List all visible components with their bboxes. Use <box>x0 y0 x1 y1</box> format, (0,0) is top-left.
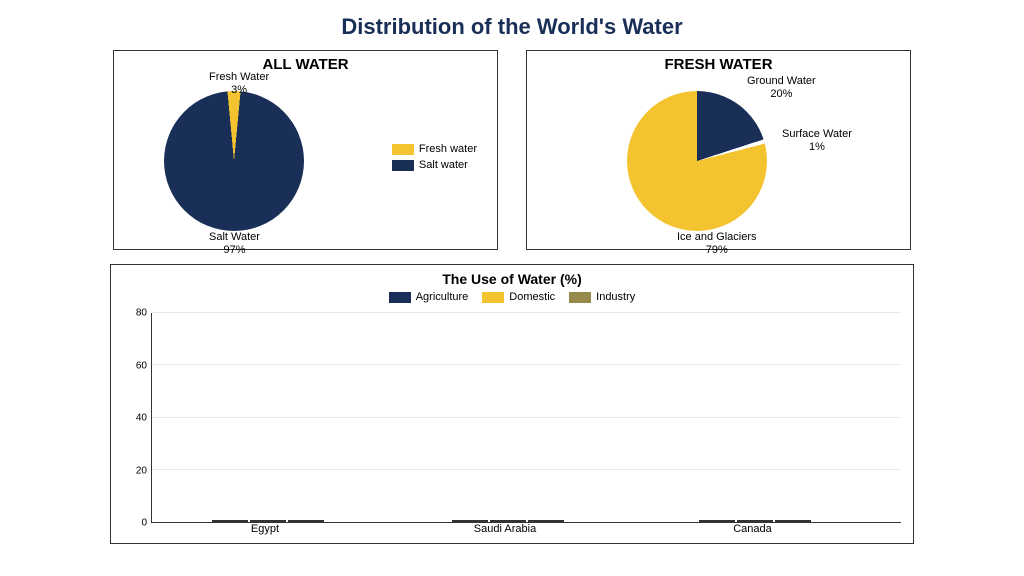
legend-item: Fresh water <box>392 143 477 155</box>
y-tick-label: 40 <box>136 413 147 424</box>
bar-chart-legend: Agriculture Domestic Industry <box>123 291 901 307</box>
all-water-legend: Fresh water Salt water <box>392 143 477 175</box>
bar <box>737 520 773 522</box>
swatch-icon <box>482 292 504 303</box>
legend-label: Salt water <box>419 159 468 171</box>
all-water-pie <box>164 91 304 231</box>
grid-line <box>152 364 901 365</box>
bar-chart-area: 020406080 <box>123 313 901 523</box>
fresh-water-chart: Ground Water20% Surface Water1% Ice and … <box>527 73 910 248</box>
bar <box>775 520 811 522</box>
swatch-icon <box>392 160 414 171</box>
panel-all-water: ALL WATER Fresh Water3% Salt Water97% Fr… <box>113 50 498 250</box>
legend-item: Salt water <box>392 159 477 171</box>
y-axis: 020406080 <box>123 313 151 523</box>
bar-plot <box>151 313 901 523</box>
swatch-icon <box>389 292 411 303</box>
bar <box>452 520 488 522</box>
x-axis-label: Saudi Arabia <box>474 523 536 535</box>
legend-label: Fresh water <box>419 143 477 155</box>
all-water-label-fresh: Fresh Water3% <box>209 71 269 96</box>
fresh-water-pie <box>627 91 767 231</box>
panel-fresh-water: FRESH WATER Ground Water20% Surface Wate… <box>526 50 911 250</box>
swatch-icon <box>569 292 591 303</box>
all-water-chart: Fresh Water3% Salt Water97% Fresh water … <box>114 73 497 248</box>
bar <box>250 520 286 522</box>
legend-label: Agriculture <box>416 291 469 303</box>
swatch-icon <box>392 144 414 155</box>
x-axis-labels: Egypt Saudi Arabia Canada <box>151 523 901 539</box>
panel-bar-chart: The Use of Water (%) Agriculture Domesti… <box>110 264 914 544</box>
bar-chart-title: The Use of Water (%) <box>123 271 901 287</box>
pie-row: ALL WATER Fresh Water3% Salt Water97% Fr… <box>0 50 1024 250</box>
y-tick-label: 80 <box>136 308 147 319</box>
y-tick-label: 0 <box>141 518 147 529</box>
x-axis-label: Egypt <box>251 523 279 535</box>
legend-item: Agriculture <box>389 291 469 303</box>
y-tick-label: 20 <box>136 465 147 476</box>
fresh-water-label-ice: Ice and Glaciers79% <box>677 231 756 256</box>
bar <box>212 520 248 522</box>
grid-line <box>152 312 901 313</box>
all-water-title: ALL WATER <box>114 51 497 73</box>
bar <box>288 520 324 522</box>
x-axis-label: Canada <box>733 523 772 535</box>
bar <box>528 520 564 522</box>
legend-label: Domestic <box>509 291 555 303</box>
bar-group <box>699 520 811 522</box>
page-title: Distribution of the World's Water <box>0 0 1024 50</box>
legend-item: Industry <box>569 291 635 303</box>
grid-line <box>152 417 901 418</box>
legend-item: Domestic <box>482 291 555 303</box>
fresh-water-label-ground: Ground Water20% <box>747 75 816 100</box>
grid-line <box>152 469 901 470</box>
bar-group <box>212 520 324 522</box>
fresh-water-title: FRESH WATER <box>527 51 910 73</box>
all-water-label-salt: Salt Water97% <box>209 231 260 256</box>
bar-group <box>452 520 564 522</box>
y-tick-label: 60 <box>136 360 147 371</box>
fresh-water-label-surface: Surface Water1% <box>782 128 852 153</box>
bar <box>490 520 526 522</box>
legend-label: Industry <box>596 291 635 303</box>
bar <box>699 520 735 522</box>
